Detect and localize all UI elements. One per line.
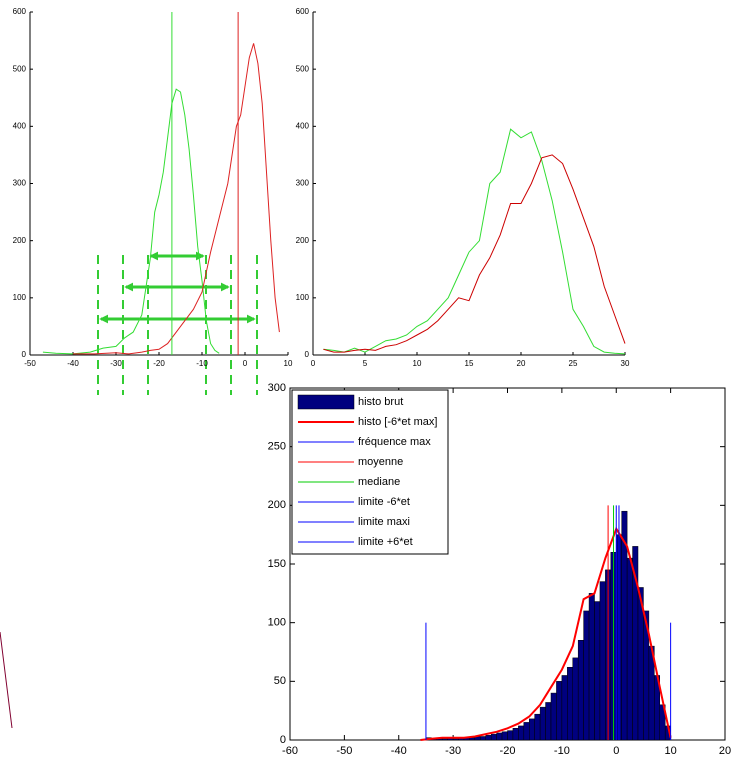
artifact-line [0, 631, 13, 729]
x-tick-label: 20 [517, 359, 526, 368]
histogram-bar [588, 593, 595, 741]
x-tick-label: 30 [621, 359, 630, 368]
histogram-bar [539, 706, 546, 741]
x-tick-label: 5 [363, 359, 368, 368]
legend-swatch [297, 394, 355, 410]
y-tick-label: 0 [22, 350, 27, 359]
y-tick-label: 50 [274, 675, 286, 687]
histogram-bar [572, 657, 579, 741]
x-tick-label: 10 [413, 359, 422, 368]
y-tick-label: 400 [13, 121, 27, 130]
line-series [323, 128, 626, 355]
histogram-bar [550, 692, 557, 741]
histogram-bar [518, 725, 525, 741]
y-tick-label: 500 [13, 64, 27, 73]
histogram-bar [556, 681, 563, 741]
x-tick-label: -40 [391, 745, 407, 757]
arrows [99, 251, 256, 324]
histogram-bar [545, 702, 552, 741]
y-tick-label: 300 [13, 179, 27, 188]
line-series [420, 526, 672, 741]
y-tick-label: 500 [296, 64, 310, 73]
x-tick-label: 0 [613, 745, 619, 757]
histogram-bar [485, 735, 492, 741]
histogram-bar [599, 581, 606, 741]
histogram-bar [561, 675, 568, 741]
y-tick-label: 600 [13, 7, 27, 16]
x-tick-label: -50 [24, 359, 36, 368]
histogram-bar [442, 738, 448, 741]
y-tick-label: 300 [268, 382, 286, 394]
legend-label: limite +6*et [358, 536, 413, 548]
legend-box [291, 389, 449, 555]
histogram-bar [501, 731, 508, 741]
legend-label: moyenne [358, 456, 403, 468]
y-tick-label: 100 [296, 293, 310, 302]
legend-label: mediane [358, 476, 400, 488]
legend-label: limite -6*et [358, 496, 410, 508]
histogram-bar [577, 640, 584, 741]
histogram-bar [452, 738, 459, 741]
histogram-bar [583, 610, 590, 741]
dashed-guides [97, 255, 258, 395]
y-tick-label: 300 [296, 179, 310, 188]
histogram-bar [534, 713, 541, 741]
y-tick-label: 250 [268, 441, 286, 453]
y-tick-label: 100 [13, 293, 27, 302]
y-tick-label: 600 [296, 7, 310, 16]
x-tick-label: 15 [465, 359, 474, 368]
histogram-bar [496, 732, 503, 741]
x-tick-label: -20 [500, 745, 516, 757]
x-tick-label: -10 [196, 359, 208, 368]
x-tick-label: 10 [665, 745, 677, 757]
x-tick-label: 25 [569, 359, 578, 368]
y-tick-label: 100 [268, 617, 286, 629]
histogram-bar [659, 704, 666, 741]
legend-label: fréquence max [358, 436, 431, 448]
histogram-bar [594, 601, 601, 741]
histogram-bar [490, 733, 497, 741]
x-tick-label: -50 [336, 745, 352, 757]
histogram-bar [567, 667, 573, 741]
x-tick-label: -60 [282, 745, 298, 757]
y-tick-label: 200 [296, 236, 310, 245]
histogram-bar [626, 557, 633, 741]
x-tick-label: 20 [719, 745, 731, 757]
x-tick-label: -40 [67, 359, 79, 368]
line-series [42, 88, 220, 355]
histogram-bar [529, 718, 535, 741]
x-tick-label: -30 [445, 745, 461, 757]
x-tick-label: -20 [153, 359, 165, 368]
y-tick-label: 0 [305, 350, 310, 359]
y-tick-label: 400 [296, 121, 310, 130]
line-series [323, 154, 626, 353]
histogram-bar [507, 730, 514, 741]
y-tick-label: 200 [268, 499, 286, 511]
x-tick-label: 0 [311, 359, 316, 368]
y-tick-label: 150 [268, 558, 286, 570]
legend-label: limite maxi [358, 516, 410, 528]
y-tick-label: 0 [280, 734, 286, 746]
y-tick-label: 200 [13, 236, 27, 245]
x-tick-label: 0 [243, 359, 248, 368]
histogram-bar [512, 728, 519, 741]
histogram-bar [523, 722, 530, 741]
legend-label: histo brut [358, 396, 403, 408]
legend-label: histo [-6*et max] [358, 416, 437, 428]
x-tick-label: -10 [554, 745, 570, 757]
x-tick-label: 10 [284, 359, 293, 368]
x-tick-label: -30 [110, 359, 122, 368]
histogram-bar [480, 736, 486, 741]
line-series [73, 43, 280, 355]
